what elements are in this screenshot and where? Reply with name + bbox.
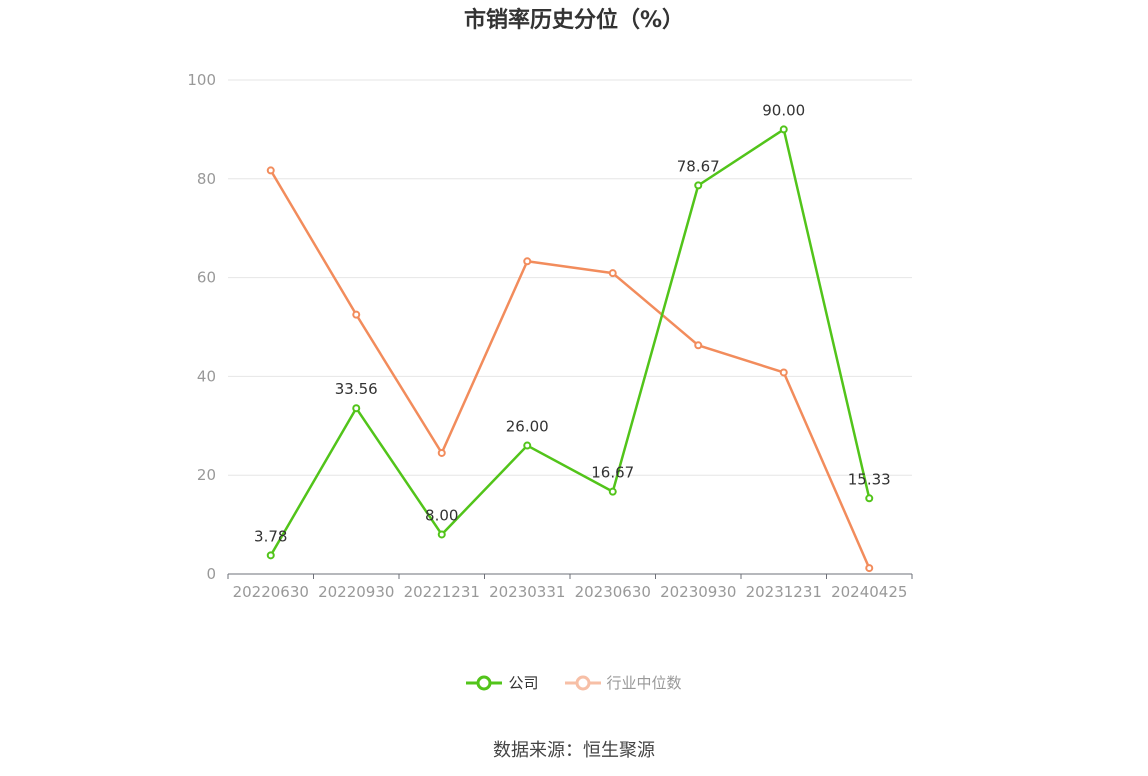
data-point-industry-median <box>266 166 275 175</box>
data-point-company <box>523 441 532 450</box>
data-point-company <box>779 125 788 134</box>
data-point-industry-median <box>779 368 788 377</box>
x-tick-label: 20230331 <box>489 583 565 601</box>
data-label: 8.00 <box>425 506 458 524</box>
legend-item-industry-median[interactable]: 行业中位数 <box>564 672 682 693</box>
data-label: 16.67 <box>591 464 634 482</box>
y-tick-label: 100 <box>187 71 216 89</box>
x-tick-label: 20231231 <box>746 583 822 601</box>
data-point-industry-median <box>608 269 617 278</box>
data-label: 33.56 <box>335 380 378 398</box>
data-point-company <box>694 181 703 190</box>
data-label: 15.33 <box>848 470 891 488</box>
data-label: 3.78 <box>254 527 287 545</box>
data-point-company <box>437 530 446 539</box>
data-point-industry-median <box>523 257 532 266</box>
data-point-company <box>266 551 275 560</box>
data-point-industry-median <box>352 310 361 319</box>
series-line-company <box>269 128 871 556</box>
y-tick-label: 80 <box>197 170 216 188</box>
x-tick-label: 20230930 <box>660 583 736 601</box>
y-tick-label: 0 <box>206 565 216 583</box>
data-point-company <box>865 494 874 503</box>
series-line-industry-median <box>269 169 871 569</box>
legend-company-label: 公司 <box>508 674 539 692</box>
data-label: 26.00 <box>506 418 549 436</box>
legend-industry-label: 行业中位数 <box>606 674 682 692</box>
data-source: 数据来源：恒生聚源 <box>493 740 655 761</box>
data-label: 78.67 <box>677 157 720 175</box>
legend: 公司 行业中位数 <box>0 672 1148 693</box>
y-tick-label: 60 <box>197 269 216 287</box>
x-tick-label: 20230630 <box>575 583 651 601</box>
legend-industry-line-icon <box>564 675 601 690</box>
chart-title: 市销率历史分位（%） <box>463 8 685 33</box>
data-point-industry-median <box>437 448 446 457</box>
legend-company-line-icon <box>466 675 503 690</box>
data-point-industry-median <box>694 341 703 350</box>
data-point-company <box>608 487 617 496</box>
x-tick-label: 20220630 <box>233 583 309 601</box>
y-tick-label: 20 <box>197 466 216 484</box>
x-tick-label: 20240425 <box>831 583 907 601</box>
data-label: 90.00 <box>762 101 805 119</box>
x-tick-label: 20221231 <box>404 583 480 601</box>
data-point-company <box>352 404 361 413</box>
legend-item-company[interactable]: 公司 <box>466 672 539 693</box>
y-tick-label: 40 <box>197 367 216 385</box>
x-tick-label: 20220930 <box>318 583 394 601</box>
data-point-industry-median <box>865 564 874 573</box>
